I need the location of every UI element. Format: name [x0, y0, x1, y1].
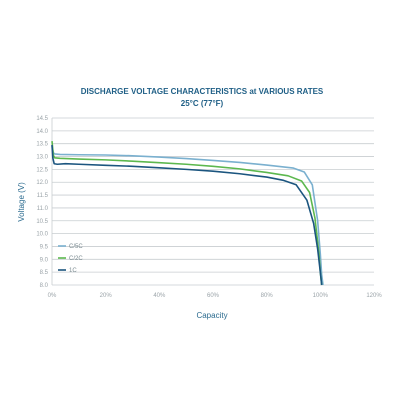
x-tick-label: 0%: [48, 293, 57, 299]
y-axis-label: Voltage (V): [17, 182, 26, 222]
series-lines: [51, 141, 324, 286]
x-tick-label: 40%: [153, 293, 166, 299]
y-tick-label: 8.0: [40, 283, 49, 289]
x-tick-label: 60%: [207, 293, 220, 299]
y-tick-label: 12.5: [36, 167, 48, 173]
x-tick-label: 100%: [313, 293, 329, 299]
grid: [51, 117, 374, 286]
y-tick-label: 13.5: [36, 142, 48, 148]
x-tick-label: 80%: [261, 293, 274, 299]
y-tick-label: 14.5: [36, 116, 48, 122]
legend: C/5C C/2C 1C: [58, 244, 83, 274]
y-tick-label: 12.0: [36, 180, 48, 186]
series-line: [51, 144, 323, 286]
y-tick-label: 11.5: [37, 193, 49, 199]
y-tick-labels: 8.0 8.5 9.0 9.5 10.0 10.5 11.0 11.5 12.0 12.5 13.0…: [36, 116, 48, 289]
y-tick-label: 9.0: [40, 257, 49, 263]
y-tick-label: 11.0: [37, 206, 49, 212]
chart-subtitle: 25°C (77°F): [181, 99, 224, 108]
y-tick-label: 14.0: [36, 129, 48, 135]
series-line: [51, 146, 324, 286]
x-tick-labels: 0% 20% 40% 60% 80% 100% 120%: [48, 293, 383, 299]
series-line: [51, 141, 323, 286]
legend-label: 1C: [69, 268, 77, 274]
x-axis-label: Capacity: [196, 311, 227, 320]
x-tick-label: 20%: [100, 293, 113, 299]
legend-label: C/2C: [69, 256, 83, 262]
x-tick-label: 120%: [366, 293, 382, 299]
y-tick-label: 8.5: [40, 270, 49, 276]
y-tick-label: 10.5: [36, 219, 48, 225]
y-tick-label: 10.0: [36, 232, 48, 238]
y-tick-label: 13.0: [36, 155, 48, 161]
legend-label: C/5C: [69, 244, 83, 250]
chart-title: DISCHARGE VOLTAGE CHARACTERISTICS at VAR…: [81, 87, 324, 96]
y-tick-label: 9.5: [40, 244, 49, 250]
